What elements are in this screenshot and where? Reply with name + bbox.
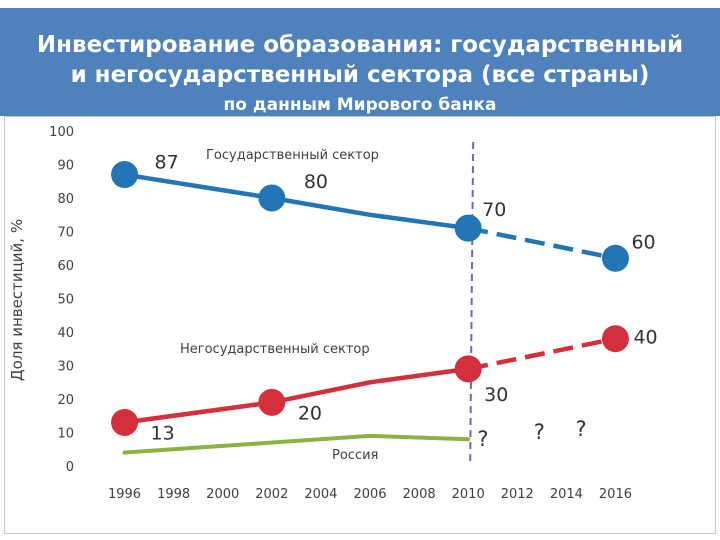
data-label: 60 [631,231,655,253]
x-tick-label: 2002 [255,487,288,502]
data-label: 30 [484,384,508,406]
y-tick-label: 90 [57,159,74,174]
x-tick-label: 1996 [108,487,141,502]
y-tick-label: 50 [57,293,74,308]
y-tick-label: 100 [49,125,74,140]
x-tick-label: 2016 [599,487,632,502]
title-line-1: Инвестирование образования: государствен… [36,32,684,58]
data-label: 40 [633,327,657,349]
x-tick-label: 2014 [550,487,583,502]
series-marker [454,355,482,383]
data-label: 80 [304,171,328,193]
x-tick-label: 2008 [403,487,436,502]
y-tick-label: 80 [57,192,74,207]
data-label: 20 [298,402,322,424]
y-tick-label: 0 [66,460,74,475]
forecast-divider-line [469,141,475,463]
data-label: 70 [482,199,506,221]
series-label-russia: Россия [332,448,378,463]
y-tick-label: 70 [57,226,74,241]
x-tick-label: 2004 [304,487,337,502]
series-line [122,172,471,231]
series-line [122,366,471,425]
data-label: 87 [155,152,179,174]
series-forecast-line [467,336,616,372]
title-banner: Инвестирование образования: государствен… [0,8,720,116]
x-tick-label: 2006 [353,487,386,502]
series-marker [601,244,629,272]
series-marker [601,325,629,353]
series-marker [111,161,139,189]
question-mark: ? [477,427,488,451]
series-marker [454,214,482,242]
series-label-nonstate: Негосударственный сектор [180,342,370,357]
y-tick-label: 40 [57,326,74,341]
question-mark: ? [534,420,545,444]
y-tick-label: 30 [57,360,74,375]
x-tick-label: 2010 [452,487,485,502]
series-marker [258,388,286,416]
data-label: 13 [151,422,175,444]
series-forecast-line [467,225,616,261]
x-tick-label: 2000 [206,487,239,502]
x-tick-label: 2012 [501,487,534,502]
series-marker [258,184,286,212]
y-tick-label: 60 [57,259,74,274]
question-mark: ? [576,417,587,441]
x-tick-label: 1998 [157,487,190,502]
series-marker [111,408,139,436]
title-subtitle: по данным Мирового банка [223,95,497,115]
chart-frame [4,116,716,534]
series-line [122,433,471,455]
y-tick-label: 20 [57,393,74,408]
y-tick-label: 10 [57,427,74,442]
series-label-state: Государственный сектор [206,148,379,163]
title-line-2: и негосударственный сектора (все страны) [70,62,650,88]
y-axis-title: Доля инвестиций, % [8,219,26,381]
